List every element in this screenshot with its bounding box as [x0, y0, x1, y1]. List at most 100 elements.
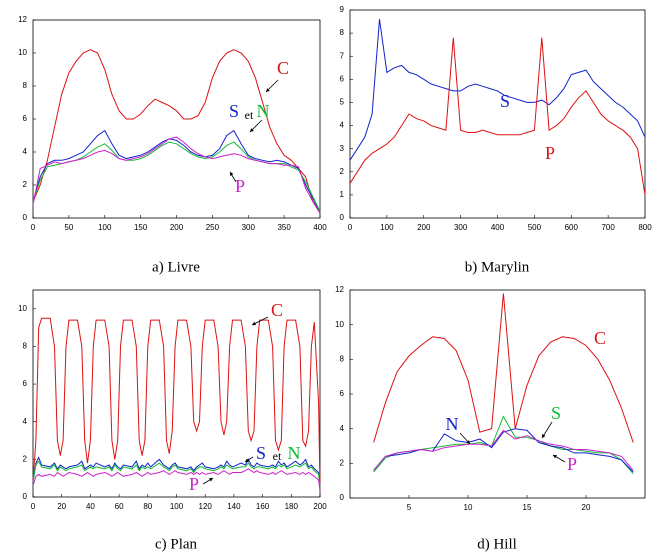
- y-tick-label: 1: [340, 190, 345, 199]
- arrow-head: [209, 478, 213, 482]
- series-line: [32, 468, 321, 492]
- arrow-head: [245, 458, 249, 462]
- y-tick-label: 8: [340, 28, 345, 37]
- series-label: P: [189, 474, 199, 494]
- series-label: P: [567, 454, 577, 474]
- x-tick-label: 400: [491, 223, 505, 232]
- x-tick-label: 100: [380, 223, 394, 232]
- annotation: et: [273, 449, 282, 463]
- series-label: C: [271, 300, 283, 320]
- x-tick-label: 200: [313, 502, 327, 511]
- series-line: [373, 429, 634, 471]
- x-tick-label: 50: [64, 223, 73, 232]
- y-tick-label: 6: [340, 74, 345, 83]
- y-tick-label: 4: [23, 147, 28, 156]
- series-line: [32, 460, 321, 488]
- x-tick-label: 300: [242, 223, 256, 232]
- series-line: [349, 19, 646, 161]
- y-tick-label: 8: [23, 81, 28, 90]
- caption: d) Hill: [477, 536, 517, 552]
- caption: a) Livre: [152, 259, 200, 275]
- series-label: S: [551, 403, 561, 423]
- x-tick-label: 140: [227, 502, 241, 511]
- series-line: [349, 37, 646, 195]
- arrow-head: [252, 321, 256, 326]
- y-tick-label: 4: [340, 121, 345, 130]
- arrow-head: [553, 455, 557, 459]
- caption: b) Marylin: [465, 259, 530, 275]
- x-tick-label: 150: [134, 223, 148, 232]
- series-label: P: [545, 143, 555, 163]
- y-tick-label: 4: [23, 417, 28, 426]
- arrow-head: [230, 172, 234, 176]
- y-tick-label: 8: [23, 342, 28, 351]
- y-tick-label: 0: [340, 493, 345, 502]
- x-tick-label: 600: [565, 223, 579, 232]
- y-tick-label: 0: [23, 213, 28, 222]
- plot-frame: [32, 19, 321, 219]
- plot-frame: [349, 289, 646, 499]
- arrow-head: [250, 128, 254, 132]
- x-tick-label: 500: [528, 223, 542, 232]
- x-tick-label: 0: [31, 502, 36, 511]
- x-tick-label: 60: [115, 502, 124, 511]
- y-tick-label: 2: [23, 180, 28, 189]
- x-tick-label: 250: [206, 223, 220, 232]
- caption: c) Plan: [155, 536, 198, 552]
- y-tick-label: 3: [340, 144, 345, 153]
- x-tick-label: 20: [57, 502, 66, 511]
- y-tick-label: 2: [340, 167, 345, 176]
- plot-frame: [32, 289, 321, 498]
- y-tick-label: 8: [340, 354, 345, 363]
- x-tick-label: 20: [582, 503, 591, 512]
- x-tick-label: 400: [313, 223, 327, 232]
- x-tick-label: 100: [170, 502, 184, 511]
- x-tick-label: 0: [31, 223, 36, 232]
- series-line: [32, 317, 321, 488]
- y-tick-label: 10: [18, 304, 27, 313]
- series-label: N: [446, 414, 459, 434]
- series-line: [32, 49, 321, 214]
- y-tick-label: 0: [340, 213, 345, 222]
- series-label: N: [288, 443, 301, 463]
- x-tick-label: 200: [417, 223, 431, 232]
- series-label: C: [594, 328, 606, 348]
- x-tick-label: 180: [285, 502, 299, 511]
- x-tick-label: 350: [277, 223, 291, 232]
- y-tick-label: 6: [23, 379, 28, 388]
- x-tick-label: 800: [638, 223, 652, 232]
- arrow-head: [542, 434, 546, 438]
- series-line: [373, 293, 634, 443]
- y-tick-label: 9: [340, 5, 345, 14]
- series-label: N: [257, 101, 270, 121]
- x-tick-label: 200: [170, 223, 184, 232]
- series-line: [373, 428, 634, 473]
- y-tick-label: 2: [23, 454, 28, 463]
- annotation: et: [245, 108, 254, 122]
- y-tick-label: 7: [340, 51, 345, 60]
- y-tick-label: 10: [335, 320, 344, 329]
- x-tick-label: 5: [407, 503, 412, 512]
- series-line: [32, 141, 321, 212]
- y-tick-label: 6: [340, 389, 345, 398]
- series-line: [32, 129, 321, 214]
- x-tick-label: 120: [199, 502, 213, 511]
- series-label: C: [277, 58, 289, 78]
- x-tick-label: 300: [454, 223, 468, 232]
- y-tick-label: 12: [18, 15, 27, 24]
- y-tick-label: 4: [340, 424, 345, 433]
- arrow-head: [466, 440, 470, 444]
- series-label: S: [229, 101, 239, 121]
- series-line: [373, 415, 634, 475]
- x-tick-label: 15: [523, 503, 532, 512]
- series-line: [32, 136, 321, 214]
- series-label: S: [500, 91, 510, 111]
- y-tick-label: 12: [335, 285, 344, 294]
- x-tick-label: 100: [98, 223, 112, 232]
- y-tick-label: 2: [340, 458, 345, 467]
- x-tick-label: 10: [464, 503, 473, 512]
- series-label: S: [256, 443, 266, 463]
- y-tick-label: 10: [18, 48, 27, 57]
